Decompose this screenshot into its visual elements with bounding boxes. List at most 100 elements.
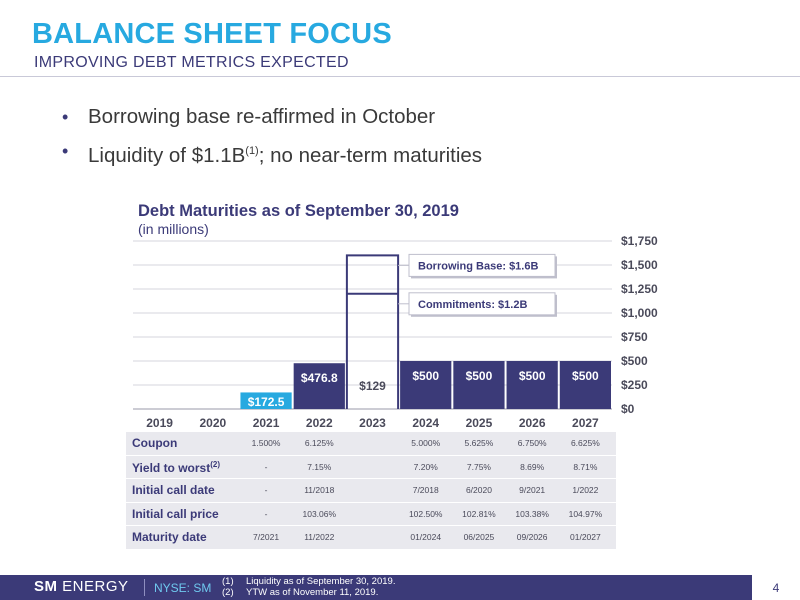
row-label: Initial call price (132, 506, 219, 521)
table-cell: 6.750% (517, 438, 547, 448)
table-cell: 8.69% (520, 461, 545, 472)
bar-value-label: $172.5 (248, 395, 285, 409)
bar-2027 (559, 361, 611, 409)
y-tick-label: $750 (621, 330, 648, 344)
x-tick-label: 2024 (412, 416, 439, 430)
footnote-1: (1) Liquidity as of September 30, 2019. (222, 576, 395, 587)
borrowing-base-outline (345, 254, 400, 409)
y-tick-label: $1,750 (621, 234, 658, 248)
bullet-list: • Borrowing base re-affirmed in October •… (62, 100, 482, 168)
bar-value-label: $129 (359, 379, 386, 393)
table-row: Initial call price - 103.06% 102.50% 102.81%… (126, 502, 616, 526)
y-tick-label: $1,000 (621, 306, 658, 320)
footnote-ref: (1) (245, 145, 259, 157)
footer-bar: SM ENERGY NYSE: SM (1) Liquidity as of Se… (0, 575, 800, 600)
table-cell: - (264, 508, 268, 519)
bar-value-label: $476.8 (301, 371, 338, 385)
chart-bars: $172.5 $476.8 $129 $500 $500 $500 $500 (240, 361, 611, 409)
bar-value-label: $500 (466, 369, 493, 383)
bar-2022 (293, 363, 345, 409)
x-tick-label: 2021 (253, 416, 280, 430)
y-tick-label: $250 (621, 378, 648, 392)
borrowing-base-callout: Borrowing Base: $1.6B (398, 253, 557, 279)
bullet-item: • Borrowing base re-affirmed in October (62, 100, 482, 134)
table-cell: 7/2018 (412, 485, 439, 495)
x-tick-label: 2027 (572, 416, 599, 430)
table-cell: - (264, 485, 268, 495)
table-cell: 7.20% (413, 461, 438, 472)
bar-2026 (506, 361, 558, 409)
footnote-text: Liquidity as of September 30, 2019. (246, 576, 396, 587)
table-cell: 7.75% (466, 461, 491, 472)
table-cell: 9/2021 (519, 485, 546, 495)
page-subtitle: IMPROVING DEBT METRICS EXPECTED (34, 54, 349, 71)
bullet-dot-icon: • (62, 141, 69, 161)
table-cell: 1/2022 (572, 485, 599, 495)
table-cell: 11/2022 (304, 532, 335, 542)
x-tick-label: 2026 (519, 416, 546, 430)
table-cell: 06/2025 (463, 532, 495, 542)
table-cell: 11/2018 (304, 485, 335, 495)
table-cell: 09/2026 (516, 532, 548, 542)
table-cell: 103.06% (302, 508, 337, 519)
callout-label: Borrowing Base: $1.6B (418, 260, 538, 272)
bar-value-label: $500 (572, 369, 599, 383)
x-tick-label: 2022 (306, 416, 333, 430)
footnote-num: (2) (222, 587, 234, 598)
table-cell: 8.71% (573, 461, 598, 472)
table-cell: - (264, 461, 268, 472)
table-cell: 104.97% (568, 508, 603, 519)
footnote-num: (1) (222, 576, 234, 587)
bullet-dot-icon: • (62, 107, 69, 127)
bar-2025 (453, 361, 505, 409)
row-label: Maturity date (132, 530, 207, 544)
chart-ticks: $0 $250 $500 $750 $1,000 $1,250 $1,500 $1,750 20… (146, 234, 658, 430)
row-label: Coupon (132, 436, 178, 450)
page-number-box: 4 (752, 575, 800, 600)
logo-rest: ENERGY (62, 578, 129, 595)
y-tick-label: $500 (621, 354, 648, 368)
x-tick-label: 2025 (466, 416, 493, 430)
table-cell: 6.625% (570, 438, 600, 448)
table-cell: 7/2021 (253, 532, 280, 542)
credit-facility-marks: Borrowing Base: $1.6B Commitments: $1.2B (345, 253, 557, 409)
table-row: Initial call date - 11/2018 7/2018 6/2020 9/2… (126, 479, 616, 503)
y-tick-label: $1,500 (621, 258, 658, 272)
debt-maturities-chart: $172.5 $476.8 $129 $500 $500 $500 $500 Borrowi… (133, 234, 658, 430)
page-number: 4 (772, 581, 780, 595)
x-tick-label: 2023 (359, 416, 386, 430)
table-cell: 6/2020 (465, 485, 492, 495)
row-label: Initial call date (132, 483, 215, 497)
y-tick-label: $0 (621, 402, 635, 416)
bar-value-label: $500 (519, 369, 546, 383)
commitments-callout: Commitments: $1.2B (398, 292, 557, 317)
table-cell: 5.000% (411, 438, 441, 448)
bullet-text: Borrowing base re-affirmed in October (88, 105, 436, 128)
table-cell: 1.500% (251, 438, 281, 448)
x-tick-label: 2020 (199, 416, 226, 430)
title-divider (0, 76, 800, 77)
stock-ticker: NYSE: SM (154, 581, 212, 595)
table-row: Yield to worst(2) - 7.15% 7.20% 7.75% 8.69% 8.… (126, 455, 616, 479)
table-row: Maturity date 7/2021 11/2022 01/2024 06/2025… (126, 526, 616, 550)
bar-2024 (400, 361, 452, 409)
debt-terms-table: Coupon 1.500% 6.125% 5.000% 5.625% 6.750% 6.62… (126, 432, 616, 550)
footnote-text: YTW as of November 11, 2019. (246, 587, 379, 598)
y-tick-label: $1,250 (621, 282, 658, 296)
footnote-2: (2) YTW as of November 11, 2019. (222, 587, 395, 598)
chart-title: Debt Maturities as of September 30, 2019 (138, 202, 459, 220)
bullet-text-suffix: ; no near-term maturities (258, 143, 483, 167)
table-cell: 102.81% (462, 508, 496, 519)
table-cell: 5.625% (464, 438, 494, 448)
table-cell: 103.38% (515, 508, 549, 519)
table-cell: 102.50% (408, 508, 443, 519)
footnote-ref: (2) (210, 459, 221, 469)
table-cell: 7.15% (307, 461, 332, 472)
page-title: BALANCE SHEET FOCUS (32, 18, 392, 50)
bullet-item: • Liquidity of $1.1B(1); no near-term mat… (62, 134, 482, 168)
footnotes: (1) Liquidity as of September 30, 2019. (… (222, 576, 395, 598)
table-cell: 01/2027 (570, 532, 601, 542)
logo-bold: SM (34, 578, 58, 595)
bar-value-label: $500 (412, 369, 439, 383)
bar-2021 (240, 392, 292, 409)
